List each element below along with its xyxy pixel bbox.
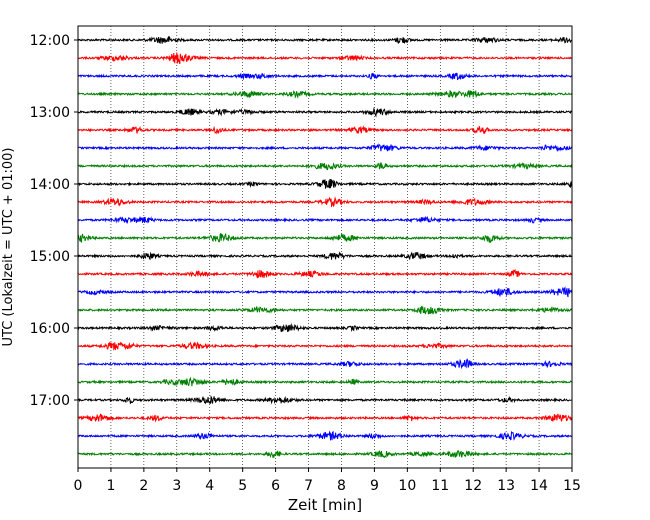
x-tick-label-11: 11 bbox=[431, 478, 449, 494]
trace-1430 bbox=[77, 215, 573, 225]
trace-1230 bbox=[77, 72, 573, 81]
plot-area bbox=[78, 26, 572, 468]
trace-1215 bbox=[77, 52, 573, 65]
x-tick-label-3: 3 bbox=[172, 478, 181, 494]
y-tick-label-1600: 16:00 bbox=[30, 321, 70, 337]
plot-frame bbox=[77, 25, 573, 469]
trace-1330 bbox=[77, 143, 573, 152]
y-axis-ticks: 12:00 13:00 14:00 15:00 16:00 17:00 bbox=[30, 33, 78, 409]
y-tick-label-1300: 13:00 bbox=[30, 105, 70, 121]
x-tick-label-8: 8 bbox=[337, 478, 346, 494]
trace-1300 bbox=[77, 107, 573, 118]
y-tick-label-1400: 14:00 bbox=[30, 177, 70, 193]
trace-1500 bbox=[77, 251, 573, 261]
trace-1445 bbox=[77, 232, 573, 244]
x-tick-label-6: 6 bbox=[271, 478, 280, 494]
trace-1515 bbox=[77, 268, 573, 279]
x-tick-label-1: 1 bbox=[106, 478, 115, 494]
y-tick-label-1700: 17:00 bbox=[30, 393, 70, 409]
trace-1530 bbox=[77, 286, 573, 298]
trace-1615 bbox=[77, 341, 573, 351]
traces bbox=[77, 35, 573, 459]
trace-1400 bbox=[77, 178, 573, 189]
trace-1745 bbox=[77, 449, 573, 459]
y-axis-label: UTC (Lokalzeit = UTC + 01:00) bbox=[1, 148, 16, 347]
trace-1200 bbox=[77, 35, 573, 45]
x-tick-label-4: 4 bbox=[205, 478, 214, 494]
trace-1630 bbox=[77, 358, 573, 370]
x-tick-label-10: 10 bbox=[398, 478, 416, 494]
x-tick-label-5: 5 bbox=[238, 478, 247, 494]
x-tick-label-9: 9 bbox=[370, 478, 379, 494]
x-tick-label-14: 14 bbox=[530, 478, 548, 494]
trace-1645 bbox=[77, 376, 573, 387]
x-tick-label-0: 0 bbox=[74, 478, 83, 494]
x-tick-label-12: 12 bbox=[464, 478, 482, 494]
x-axis-label: Zeit [min] bbox=[288, 496, 362, 514]
trace-1600 bbox=[77, 323, 573, 333]
trace-1345 bbox=[77, 162, 573, 171]
x-tick-label-15: 15 bbox=[563, 478, 581, 494]
trace-1700 bbox=[77, 395, 573, 405]
trace-1315 bbox=[77, 125, 573, 135]
y-tick-label-1200: 12:00 bbox=[30, 33, 70, 49]
trace-1245 bbox=[77, 89, 573, 99]
x-tick-label-13: 13 bbox=[497, 478, 515, 494]
trace-1730 bbox=[77, 430, 573, 441]
x-axis-ticks: 0 1 2 3 4 5 6 7 8 9 10 11 12 13 14 15 bbox=[74, 468, 581, 494]
x-tick-label-2: 2 bbox=[139, 478, 148, 494]
y-tick-label-1500: 15:00 bbox=[30, 249, 70, 265]
trace-1415 bbox=[77, 196, 573, 208]
trace-1545 bbox=[77, 305, 573, 315]
x-tick-label-7: 7 bbox=[304, 478, 313, 494]
trace-1715 bbox=[77, 413, 573, 423]
